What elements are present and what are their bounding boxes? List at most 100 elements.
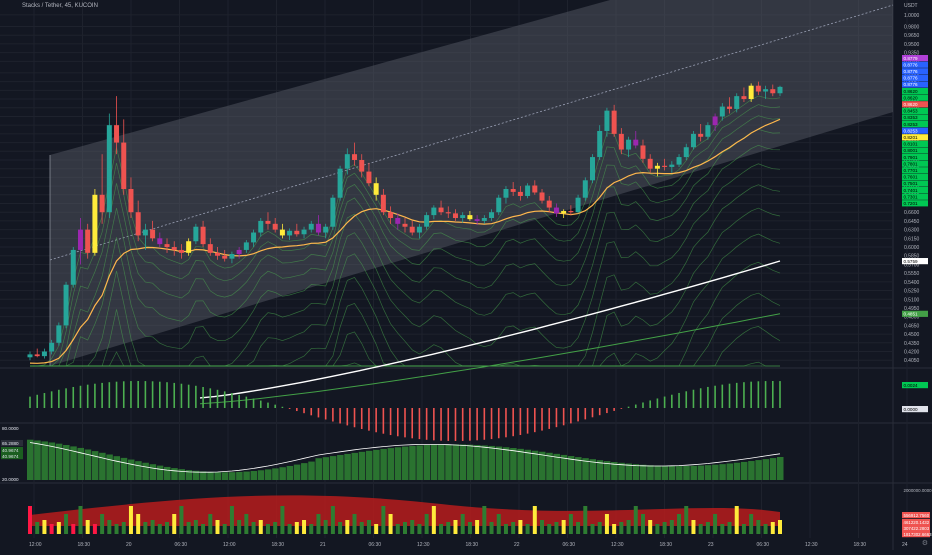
- macd-histogram-bar: [606, 408, 608, 413]
- rsi-histogram-bar: [301, 463, 308, 480]
- volume-bar: [115, 524, 119, 534]
- rsi-histogram-bar: [135, 461, 142, 480]
- candle-body: [143, 230, 148, 236]
- candle-body: [56, 325, 61, 342]
- volume-bar: [691, 520, 695, 534]
- rsi-histogram-bar: [222, 472, 229, 480]
- candle-body: [583, 180, 588, 197]
- candle-body: [352, 154, 357, 160]
- candle-body: [128, 189, 133, 212]
- settings-gear-icon[interactable]: ⚙: [922, 539, 928, 547]
- candle-body: [720, 107, 725, 117]
- time-axis-label: 22: [514, 542, 520, 548]
- candle-body: [453, 213, 458, 218]
- time-axis-label: 12:00: [223, 542, 236, 548]
- rsi-histogram-bar: [337, 455, 344, 480]
- rsi-histogram-bar: [308, 462, 315, 480]
- volume-bar: [432, 506, 436, 534]
- time-axis-label: 06:30: [563, 542, 576, 548]
- price-tick-label: 0.6000: [904, 245, 920, 251]
- candle-body: [330, 198, 335, 227]
- candle-body: [114, 125, 119, 142]
- rsi-histogram-bar: [445, 444, 452, 480]
- candle-body: [100, 195, 105, 212]
- candle-body: [677, 157, 682, 165]
- macd-histogram-bar: [404, 408, 406, 437]
- rsi-histogram-bar: [388, 448, 395, 480]
- macd-histogram-bar: [123, 381, 125, 408]
- price-tick-label: 0.6450: [904, 219, 920, 225]
- candle-body: [662, 166, 667, 167]
- rsi-histogram-bar: [539, 452, 546, 480]
- candle-body: [28, 354, 33, 357]
- candle-body: [403, 224, 408, 227]
- rsi-histogram-bar: [755, 460, 762, 480]
- macd-histogram-bar: [714, 386, 716, 408]
- candle-body: [669, 165, 674, 167]
- candle-body: [568, 211, 573, 212]
- volume-bar: [302, 520, 306, 534]
- macd-histogram-bar: [447, 408, 449, 441]
- rsi-histogram-bar: [719, 464, 726, 480]
- panel3-value-text: 20.0000: [2, 477, 19, 482]
- price-badge-label: 0.8353: [904, 115, 918, 120]
- macd-histogram-bar: [628, 407, 630, 408]
- volume-bar: [518, 520, 522, 534]
- macd-histogram-bar: [94, 384, 96, 408]
- volume-bar: [764, 524, 768, 534]
- macd-histogram-bar: [476, 408, 478, 440]
- panel3-value-text: 65.2880: [2, 441, 19, 446]
- candle-body: [431, 208, 436, 216]
- volume-bar: [742, 524, 746, 534]
- rsi-histogram-bar: [344, 454, 351, 480]
- volume-bar: [208, 514, 212, 534]
- candle-body: [619, 134, 624, 150]
- macd-histogram-bar: [599, 408, 601, 415]
- price-badge-label: 0.8001: [904, 148, 918, 153]
- macd-histogram-bar: [736, 383, 738, 408]
- candle-body: [640, 145, 645, 158]
- volume-bar: [778, 520, 782, 534]
- candle-body: [49, 343, 54, 352]
- volume-bar: [331, 506, 335, 534]
- macd-histogram-bar: [246, 397, 248, 408]
- price-tick-label: 0.9650: [904, 33, 920, 39]
- candle-body: [741, 96, 746, 99]
- symbol-title[interactable]: Stacks / Tether, 45, KUCOIN: [22, 3, 98, 9]
- volume-bar: [86, 520, 90, 534]
- price-tick-label: 0.9500: [904, 42, 920, 48]
- macd-histogram-bar: [397, 408, 399, 436]
- macd-histogram-bar: [743, 382, 745, 408]
- macd-histogram-bar: [440, 408, 442, 441]
- time-axis-label: 12:30: [805, 542, 818, 548]
- macd-histogram-bar: [195, 386, 197, 408]
- candle-body: [208, 244, 213, 253]
- volume-bar: [28, 506, 32, 534]
- macd-histogram-bar: [779, 381, 781, 408]
- time-axis-label: 12:00: [29, 542, 42, 548]
- price-badge-label: 0.4851: [904, 312, 918, 317]
- candle-body: [460, 215, 465, 218]
- candle-body: [698, 134, 703, 137]
- rsi-histogram-bar: [150, 464, 157, 480]
- candle-body: [749, 86, 754, 99]
- price-tick-label: 0.9800: [904, 25, 920, 31]
- rsi-histogram-bar: [323, 457, 330, 480]
- rsi-histogram-bar: [777, 457, 784, 480]
- rsi-histogram-bar: [121, 458, 128, 480]
- price-badge-label: 0.8776: [904, 76, 918, 81]
- volume-bar: [230, 506, 234, 534]
- volume-bar: [504, 524, 508, 534]
- candle-body: [359, 160, 364, 172]
- rsi-histogram-bar: [546, 453, 553, 480]
- rsi-histogram-bar: [366, 451, 373, 480]
- candle-body: [136, 212, 141, 235]
- volume-bar: [446, 522, 450, 534]
- rsi-histogram-bar: [265, 469, 272, 480]
- time-axis-label: 06:30: [757, 542, 770, 548]
- volume-bar: [533, 506, 537, 534]
- rsi-histogram-bar: [517, 449, 524, 480]
- candle-body: [265, 221, 270, 224]
